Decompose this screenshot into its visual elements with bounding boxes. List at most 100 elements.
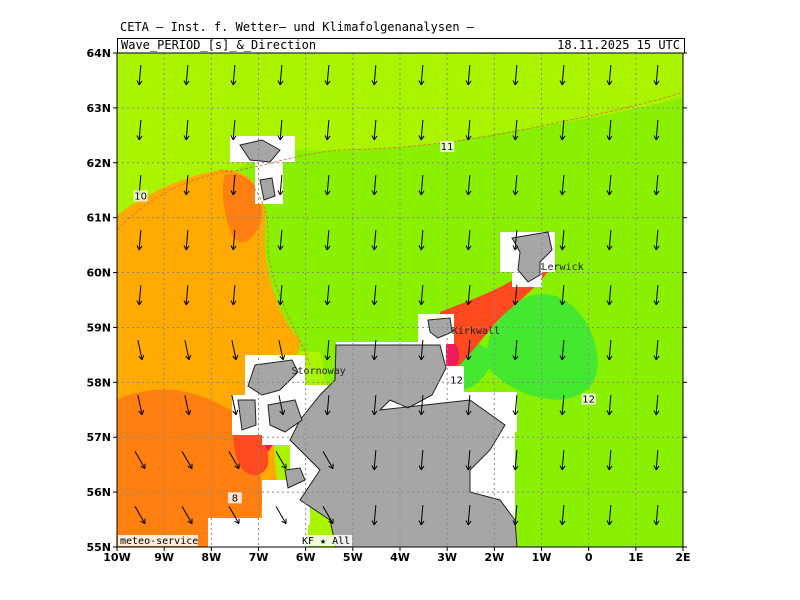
wave-arrow bbox=[184, 340, 192, 361]
wave-arrow bbox=[418, 229, 425, 251]
wave-arrow bbox=[606, 64, 613, 86]
wave-arrow bbox=[418, 284, 425, 306]
lon-label: 1W bbox=[532, 551, 552, 564]
wave-arrow bbox=[559, 284, 566, 306]
lon-label: 7W bbox=[249, 551, 269, 564]
wave-arrow bbox=[134, 506, 146, 525]
hebrides-south bbox=[237, 399, 257, 431]
contour-lines bbox=[116, 91, 684, 366]
place-labels: Lerwick Kirkwall Stornoway bbox=[292, 262, 584, 377]
wave-arrow bbox=[418, 119, 425, 141]
wave-arrow bbox=[183, 229, 190, 251]
wave-arrow bbox=[324, 394, 331, 416]
wave-arrow bbox=[371, 64, 378, 86]
wave-arrow bbox=[371, 394, 378, 416]
contour-label: 10 bbox=[133, 190, 148, 202]
lat-label: 56N bbox=[86, 486, 111, 499]
svg-text:8: 8 bbox=[232, 493, 238, 504]
lon-label: 3W bbox=[437, 551, 457, 564]
wave-arrow bbox=[512, 284, 519, 306]
wave-arrow bbox=[183, 284, 190, 306]
place-label: Lerwick bbox=[542, 262, 584, 273]
wave-arrow bbox=[230, 174, 237, 196]
contour-label: 11 bbox=[440, 141, 455, 153]
wave-arrow bbox=[322, 506, 334, 525]
wave-arrow bbox=[559, 119, 566, 141]
wave-arrow bbox=[231, 395, 239, 416]
wave-arrow bbox=[653, 394, 660, 416]
svg-text:12: 12 bbox=[582, 395, 595, 406]
wave-arrow bbox=[371, 119, 378, 141]
wave-arrow bbox=[183, 64, 190, 86]
lon-label: 4W bbox=[390, 551, 410, 564]
lat-label: 61N bbox=[86, 212, 111, 225]
lon-label: 8W bbox=[201, 551, 221, 564]
title-bar: Wave_PERIOD_[s]_&_Direction 18.11.2025 1… bbox=[117, 38, 685, 53]
wave-arrow bbox=[559, 174, 566, 196]
svg-text:10: 10 bbox=[134, 191, 147, 202]
wave-arrow bbox=[653, 119, 660, 141]
mull bbox=[284, 467, 306, 489]
wave-arrow bbox=[137, 340, 145, 361]
wave-arrow bbox=[136, 284, 143, 306]
wave-arrow bbox=[418, 449, 425, 471]
contour-label: 12 bbox=[449, 374, 464, 386]
wave-arrow bbox=[324, 174, 331, 196]
wave-arrow bbox=[465, 119, 472, 141]
wave-arrow bbox=[324, 229, 331, 251]
wave-arrow bbox=[230, 284, 237, 306]
wave-arrow bbox=[324, 119, 331, 141]
field-dark-orange bbox=[117, 389, 262, 547]
wave-arrow bbox=[230, 119, 237, 141]
wave-arrow bbox=[277, 119, 284, 141]
wave-arrow bbox=[606, 339, 613, 361]
wave-arrow bbox=[512, 394, 519, 416]
wave-arrow bbox=[653, 449, 660, 471]
wave-arrow bbox=[606, 119, 613, 141]
lon-label: 9W bbox=[154, 551, 174, 564]
wave-arrow bbox=[465, 394, 472, 416]
wave-arrow bbox=[465, 64, 472, 86]
wave-arrow bbox=[653, 504, 660, 526]
wave-arrow bbox=[559, 339, 566, 361]
scotland bbox=[289, 344, 518, 547]
wave-arrow bbox=[606, 449, 613, 471]
contour-labels: 11 10 12 12 8 bbox=[133, 141, 596, 504]
wave-arrow bbox=[606, 504, 613, 526]
wave-arrow bbox=[512, 504, 519, 526]
wave-arrow bbox=[512, 64, 519, 86]
wave-arrow bbox=[559, 394, 566, 416]
wave-arrow bbox=[371, 339, 378, 361]
wave-arrow bbox=[277, 284, 284, 306]
wave-arrow bbox=[230, 229, 237, 251]
wave-arrow bbox=[418, 504, 425, 526]
svg-text:12: 12 bbox=[450, 375, 463, 386]
contour-label: 12 bbox=[581, 393, 596, 406]
wave-arrow bbox=[278, 395, 286, 416]
wave-arrow bbox=[606, 284, 613, 306]
wave-arrow bbox=[512, 119, 519, 141]
svg-text:11: 11 bbox=[441, 142, 454, 153]
footer-legend-box bbox=[300, 535, 352, 546]
wave-arrow bbox=[653, 339, 660, 361]
wave-arrow bbox=[418, 64, 425, 86]
wave-arrow bbox=[606, 229, 613, 251]
wave-arrow bbox=[465, 504, 472, 526]
wave-arrow bbox=[512, 229, 519, 251]
axis-ticks bbox=[113, 52, 687, 551]
field-dark-orange-2 bbox=[222, 174, 262, 243]
lat-label: 57N bbox=[86, 431, 111, 444]
longitude-labels: 10W 9W 8W 7W 6W 5W 4W 3W 2W 1W 0 1E 2E bbox=[103, 551, 690, 564]
wave-arrow bbox=[465, 174, 472, 196]
wave-arrow bbox=[277, 174, 284, 196]
wave-arrow bbox=[653, 64, 660, 86]
latitude-labels: 64N 63N 62N 61N 60N 59N 58N 57N 56N 55N bbox=[86, 47, 111, 554]
wave-arrow bbox=[465, 449, 472, 471]
wave-arrow bbox=[322, 451, 334, 470]
lat-label: 62N bbox=[86, 157, 111, 170]
lat-label: 60N bbox=[86, 267, 111, 280]
field-green bbox=[486, 294, 598, 400]
valid-time: 18.11.2025 15 UTC bbox=[557, 38, 680, 52]
lon-label: 2E bbox=[675, 551, 690, 564]
